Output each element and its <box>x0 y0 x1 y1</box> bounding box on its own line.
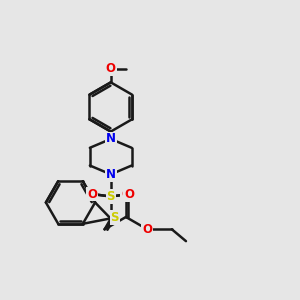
Text: N: N <box>106 168 116 181</box>
Text: O: O <box>106 62 116 75</box>
Text: N: N <box>106 132 116 146</box>
Text: O: O <box>121 188 131 201</box>
Text: S: S <box>106 190 115 203</box>
Text: O: O <box>142 223 152 236</box>
Text: S: S <box>110 211 119 224</box>
Text: O: O <box>87 188 97 201</box>
Text: O: O <box>124 188 134 201</box>
